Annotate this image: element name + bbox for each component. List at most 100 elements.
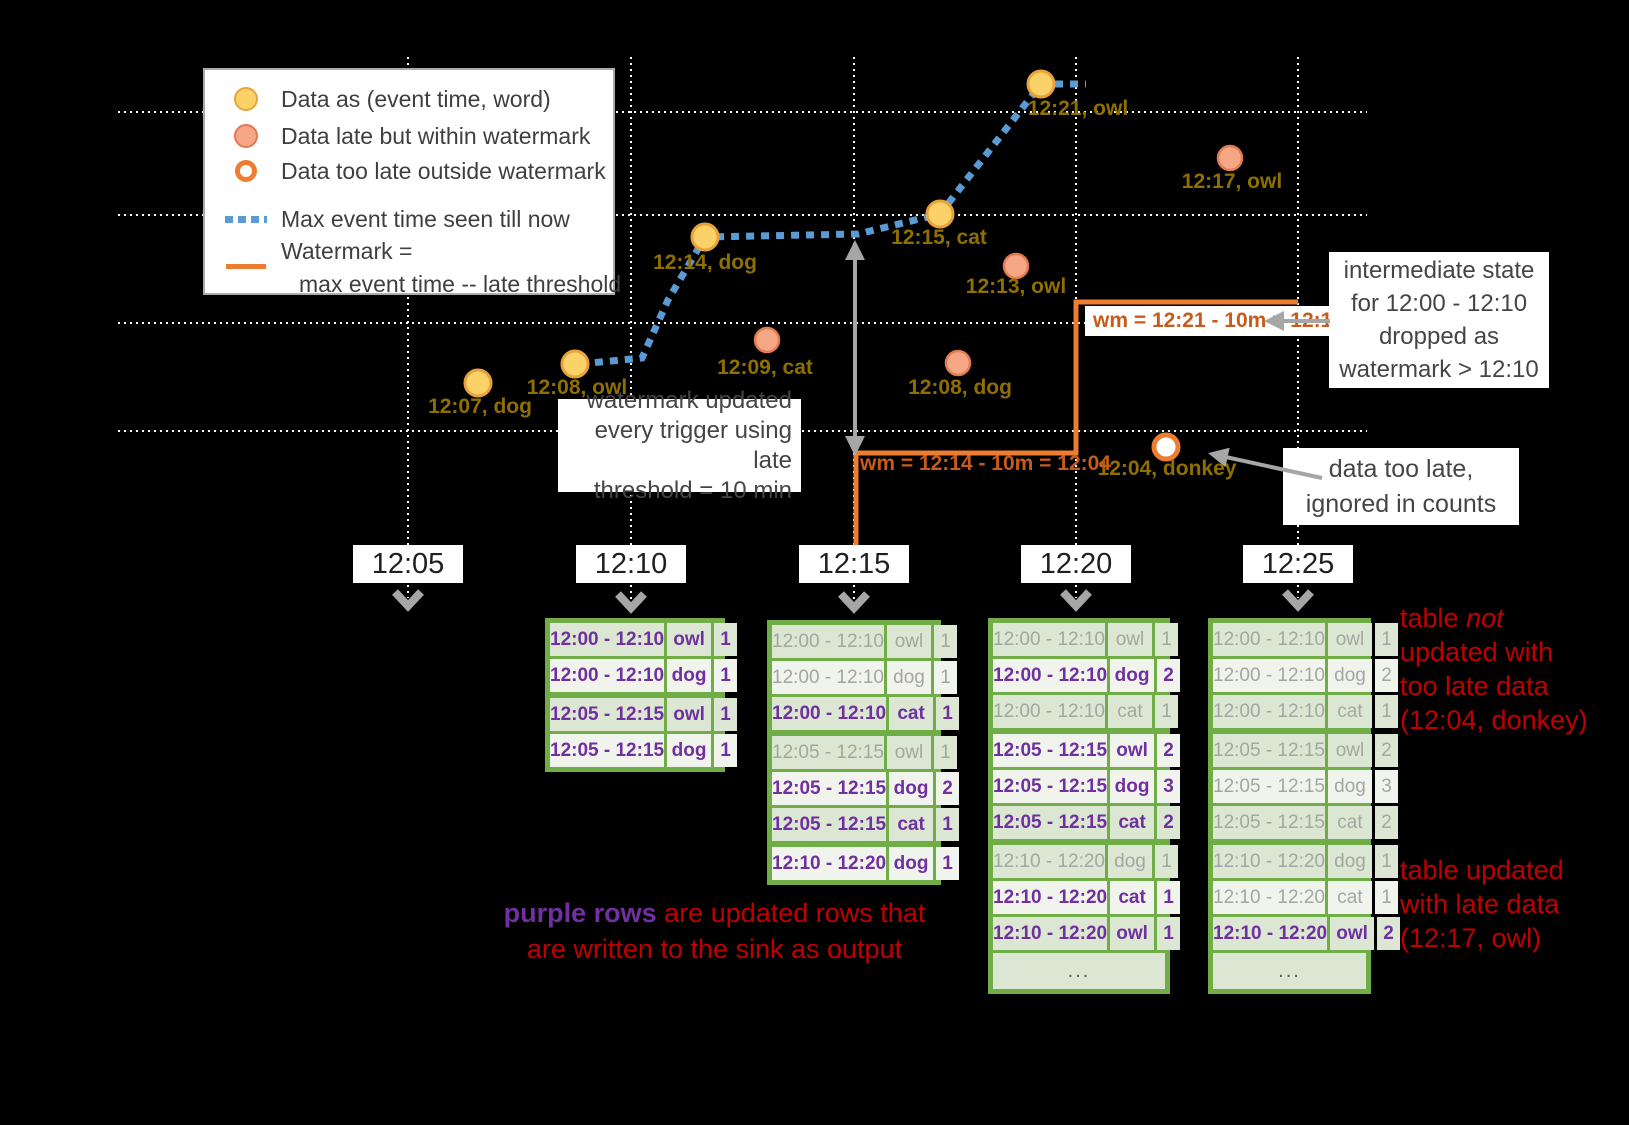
cell-word: dog: [886, 661, 931, 694]
table-row: 12:05 - 12:15 cat 2: [1213, 806, 1398, 839]
table-row: 12:00 - 12:10 dog 2: [1213, 659, 1398, 692]
point-label: 12:13, owl: [965, 275, 1067, 298]
cell-count: 2: [1157, 734, 1181, 767]
table-row: 12:05 - 12:15 dog 3: [993, 770, 1181, 803]
trigger-label-1210: 12:10: [576, 545, 686, 583]
table-row: 12:00 - 12:10 cat 1: [1213, 695, 1398, 728]
cell-window: 12:10 - 12:20: [1213, 881, 1325, 914]
note-purple-rows: purple rows are updated rows that are wr…: [477, 895, 952, 967]
late-threshold-arrowhead-down: [845, 436, 865, 456]
data-point-on-time: [925, 199, 955, 229]
cell-count: 1: [714, 623, 738, 656]
table-row: 12:05 - 12:15 cat 1: [772, 808, 960, 841]
cell-window: 12:05 - 12:15: [772, 808, 887, 841]
cell-word: owl: [1107, 623, 1152, 656]
note-table-not-updated: table not updated with too late data (12…: [1400, 601, 1588, 737]
point-label: 12:17, owl: [1181, 170, 1283, 193]
cell-window: 12:10 - 12:20: [993, 845, 1105, 878]
trigger-label-1220: 12:20: [1021, 545, 1131, 583]
cell-window: 12:05 - 12:15: [772, 772, 887, 805]
cell-word: owl: [1110, 734, 1155, 767]
cell-word: dog: [1327, 770, 1372, 803]
max-event-time-line: [579, 80, 1086, 368]
callout-line: ignored in counts: [1305, 489, 1497, 518]
data-point-too-late: [1151, 432, 1181, 462]
legend-label: Data as (event time, word): [281, 85, 551, 112]
cell-word: owl: [667, 623, 712, 656]
legend-label: Data too late outside watermark: [281, 157, 606, 184]
note-line: are written to the sink as output: [526, 934, 903, 964]
cell-window: 12:00 - 12:10: [772, 661, 884, 694]
watermark-value-label-2: wm = 12:21 - 10m = 12:11: [1085, 306, 1351, 336]
trigger-arrow-1205: [392, 589, 424, 612]
table-row: 12:05 - 12:15 owl 2: [993, 734, 1181, 767]
table-row: 12:00 - 12:10 cat 1: [993, 695, 1178, 728]
cell-count: 2: [1157, 806, 1181, 839]
trigger-label-1225: 12:25: [1243, 545, 1353, 583]
cell-count: 1: [936, 697, 960, 730]
cell-window: 12:10 - 12:20: [1213, 917, 1328, 950]
note-text-italic: not: [1466, 603, 1504, 633]
cell-window: 12:05 - 12:15: [1213, 734, 1325, 767]
note-line: table not: [1400, 601, 1588, 635]
cell-count: 1: [1374, 695, 1398, 728]
callout-line: threshold = 10 min: [593, 476, 792, 504]
cell-count: 1: [714, 734, 738, 767]
cell-count: 1: [933, 736, 957, 769]
result-table-1220: 12:00 - 12:10 owl 1 12:00 - 12:10 dog 2 12:00 …: [988, 618, 1181, 994]
table-row: 12:10 - 12:20 owl 2: [1213, 917, 1401, 950]
cell-word: cat: [1327, 695, 1372, 728]
callout-line: watermark > 12:10: [1339, 356, 1539, 383]
cell-window: 12:05 - 12:15: [993, 806, 1108, 839]
table-row: 12:00 - 12:10 cat 1: [772, 697, 960, 730]
cell-window: 12:00 - 12:10: [1213, 623, 1325, 656]
table-row: 12:10 - 12:20 dog 1: [1213, 845, 1398, 878]
cell-word: cat: [889, 808, 934, 841]
cell-count: 1: [933, 661, 957, 694]
note-table-updated: table updated with late data (12:17, owl…: [1400, 853, 1564, 955]
legend-item-too-late: Data too late outside watermark: [223, 153, 606, 189]
trigger-arrow-1220: [1060, 589, 1092, 612]
cell-window: 12:00 - 12:10: [550, 659, 665, 692]
point-label: 12:04, donkey: [1097, 457, 1237, 480]
point-label: 12:07, dog: [428, 395, 532, 418]
legend-label: Data late but within watermark: [281, 122, 591, 149]
cell-window: 12:05 - 12:15: [550, 734, 665, 767]
cell-window: 12:05 - 12:15: [993, 734, 1108, 767]
callout-line: intermediate state: [1343, 257, 1535, 284]
note-line: updated with: [1400, 637, 1554, 667]
note-text: table: [1400, 603, 1467, 633]
cell-word: cat: [1327, 806, 1372, 839]
cell-count: 1: [1374, 845, 1398, 878]
cell-count: 1: [714, 698, 738, 731]
result-table-1215: 12:00 - 12:10 owl 1 12:00 - 12:10 dog 1 12:00 …: [767, 620, 960, 885]
cell-count: 1: [1157, 917, 1181, 950]
table-row: 12:10 - 12:20 cat 1: [1213, 881, 1398, 914]
note-line: with late data: [1400, 889, 1560, 919]
table-row: 12:10 - 12:20 dog 1: [772, 847, 960, 880]
late-threshold-arrowhead-up: [845, 240, 865, 260]
max-event-dash-icon: [223, 215, 269, 223]
table-row: 12:05 - 12:15 dog 2: [772, 772, 960, 805]
table-row: 12:05 - 12:15 owl 1: [550, 698, 738, 731]
cell-word: dog: [1110, 770, 1155, 803]
table-row: 12:10 - 12:20 owl 1: [993, 917, 1181, 950]
callout-line: every trigger using late: [594, 416, 792, 474]
cell-window: 12:00 - 12:10: [1213, 659, 1325, 692]
late-dot-icon: [223, 124, 269, 148]
cell-count: 1: [1374, 881, 1398, 914]
cell-count: 1: [1154, 695, 1178, 728]
cell-count: 1: [1154, 845, 1178, 878]
cell-word: owl: [886, 736, 931, 769]
on-time-dot-icon: [223, 87, 269, 111]
cell-window: 12:05 - 12:15: [550, 698, 665, 731]
cell-count: 1: [936, 808, 960, 841]
cell-count: 1: [936, 847, 960, 880]
cell-word: cat: [889, 697, 934, 730]
cell-word: owl: [1327, 623, 1372, 656]
cell-window: 12:05 - 12:15: [1213, 806, 1325, 839]
table-row: 12:10 - 12:20 cat 1: [993, 881, 1181, 914]
data-point-on-time: [463, 368, 493, 398]
cell-window: 12:10 - 12:20: [772, 847, 887, 880]
